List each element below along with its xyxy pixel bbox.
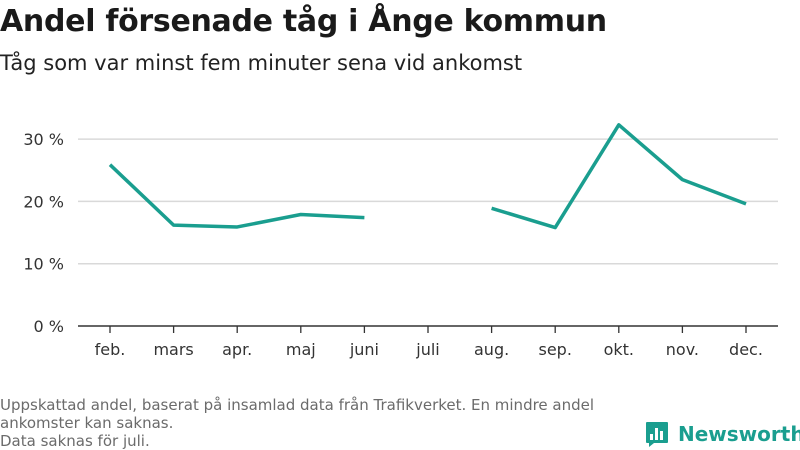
x-tick-label: juli [415,340,439,359]
y-tick-label: 30 % [23,130,64,149]
x-tick-label: juni [349,340,379,359]
logo-text: Newsworthy [678,422,800,446]
x-tick-label: feb. [95,340,126,359]
x-tick-label: dec. [729,340,763,359]
footnote-line: ankomster kan saknas. [0,414,174,432]
y-tick-label: 0 % [34,317,64,336]
x-tick-label: mars [153,340,193,359]
x-tick-label: sep. [538,340,571,359]
x-tick-label: aug. [474,340,509,359]
footnote-line: Data saknas för juli. [0,432,150,450]
y-tick-label: 10 % [23,255,64,274]
series-line-segment [108,163,365,229]
footnote: Uppskattad andel, baserat på insamlad da… [0,396,630,450]
series-line-segment [491,123,747,230]
x-tick-label: okt. [604,340,634,359]
newsworthy-logo[interactable]: Newsworthy [645,421,800,447]
footnote-line: Uppskattad andel, baserat på insamlad da… [0,396,595,414]
chart-title: Andel försenade tåg i Ånge kommun [0,4,607,39]
bar-chart-logo-icon [646,422,668,447]
x-tick-label: nov. [666,340,699,359]
y-tick-label: 20 % [23,192,64,211]
x-tick-label: maj [286,340,316,359]
chart-subtitle: Tåg som var minst fem minuter sena vid a… [0,51,523,75]
x-tick-label: apr. [222,340,252,359]
